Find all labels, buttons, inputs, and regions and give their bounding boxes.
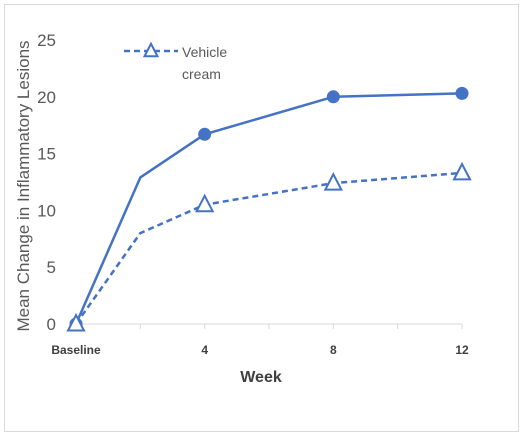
x-tick-label: Baseline [51, 343, 101, 357]
legend-label-line2: cream [182, 66, 221, 82]
y-tick-label: 20 [37, 88, 56, 107]
data-point [198, 127, 212, 141]
legend-triangle-marker [142, 41, 160, 58]
x-axis-title: Week [240, 369, 282, 386]
legend: Vehicle cream [124, 41, 227, 82]
legend-label-line1: Vehicle [182, 44, 227, 60]
series-line-vehicle-cream [74, 171, 463, 325]
y-tick-label: 25 [37, 31, 56, 50]
x-axis-ticks: Baseline 4 8 12 [51, 324, 469, 357]
y-tick-label: 15 [37, 145, 56, 164]
series-line-treatment [74, 92, 463, 325]
y-axis-title: Mean Change in Inflammatory Lesions [14, 40, 33, 331]
y-tick-label: 5 [47, 258, 56, 277]
x-tick-label: 12 [455, 343, 469, 357]
data-point [195, 193, 215, 213]
y-axis-ticks: 0 5 10 15 20 25 [37, 31, 56, 334]
series-layer [66, 86, 472, 332]
y-tick-label: 0 [47, 315, 56, 334]
x-tick-label: 4 [201, 343, 208, 357]
chart-frame [4, 4, 519, 432]
x-tick-label: 8 [330, 343, 337, 357]
y-tick-label: 10 [37, 201, 56, 220]
data-point [455, 86, 469, 100]
data-point [323, 172, 343, 191]
data-point [452, 161, 472, 181]
data-point [326, 90, 340, 104]
data-point [66, 312, 86, 332]
